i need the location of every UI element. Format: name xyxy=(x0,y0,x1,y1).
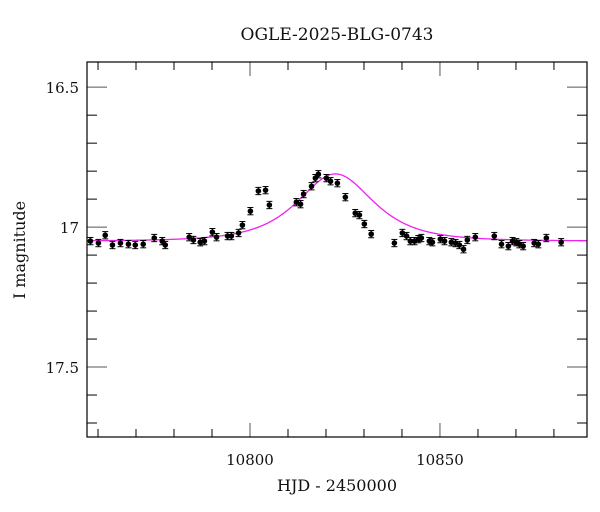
data-point xyxy=(520,242,527,251)
data-point xyxy=(491,231,498,241)
data-points xyxy=(87,170,565,254)
data-point xyxy=(472,233,479,242)
data-point xyxy=(132,240,139,250)
data-point xyxy=(201,236,208,246)
data-point xyxy=(117,238,124,248)
data-point xyxy=(125,240,132,249)
data-point xyxy=(460,245,467,254)
data-point xyxy=(300,189,307,199)
data-point xyxy=(308,182,315,191)
data-point xyxy=(102,231,109,240)
data-point xyxy=(356,210,363,220)
plot-frame xyxy=(86,61,588,438)
x-axis-label: HJD - 2450000 xyxy=(277,476,397,495)
plot-area xyxy=(86,170,588,254)
data-point xyxy=(247,207,254,216)
data-point xyxy=(162,240,169,250)
data-point xyxy=(159,236,166,246)
data-point xyxy=(334,179,341,188)
data-point xyxy=(140,240,147,249)
y-tick-label: 16.5 xyxy=(46,79,79,97)
data-point xyxy=(315,170,322,179)
data-point xyxy=(505,242,512,251)
data-point xyxy=(262,186,269,195)
data-point xyxy=(151,233,158,243)
x-tick-label: 10850 xyxy=(416,451,464,469)
data-point xyxy=(266,200,273,210)
data-point xyxy=(498,240,505,249)
data-point xyxy=(543,233,550,243)
model-curve xyxy=(86,173,588,242)
data-point xyxy=(418,233,425,243)
data-point xyxy=(448,238,455,247)
data-point xyxy=(323,174,330,183)
data-point xyxy=(213,233,220,242)
data-point xyxy=(255,186,262,196)
data-point xyxy=(109,240,116,250)
data-point xyxy=(239,221,246,230)
y-tick-label: 17 xyxy=(60,219,79,237)
data-point xyxy=(368,229,375,239)
axis-tick-labels: 10800 10850 16.5 17 17.5 xyxy=(46,79,464,469)
data-point xyxy=(391,238,398,248)
x-tick-label: 10800 xyxy=(226,451,274,469)
data-point xyxy=(535,240,542,249)
data-point xyxy=(361,219,368,229)
data-point xyxy=(327,177,334,186)
data-point xyxy=(456,240,463,250)
data-point xyxy=(228,231,235,241)
data-point xyxy=(95,238,102,248)
data-point xyxy=(209,228,216,237)
data-point xyxy=(464,235,471,245)
data-point xyxy=(558,238,565,247)
data-point xyxy=(87,236,94,246)
data-point xyxy=(235,228,242,238)
data-point xyxy=(342,193,349,202)
data-point xyxy=(441,236,448,246)
y-tick-label: 17.5 xyxy=(46,359,79,377)
data-point xyxy=(297,200,304,209)
y-axis-label: I magnitude xyxy=(10,201,29,299)
data-point xyxy=(429,238,436,247)
data-point xyxy=(190,235,197,245)
chart-title: OGLE-2025-BLG-0743 xyxy=(241,25,434,45)
axis-ticks xyxy=(87,62,587,437)
